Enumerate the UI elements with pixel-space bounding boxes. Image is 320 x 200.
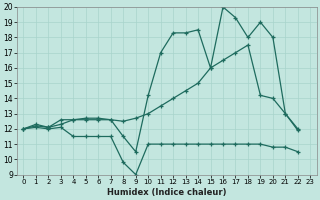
X-axis label: Humidex (Indice chaleur): Humidex (Indice chaleur) <box>107 188 227 197</box>
